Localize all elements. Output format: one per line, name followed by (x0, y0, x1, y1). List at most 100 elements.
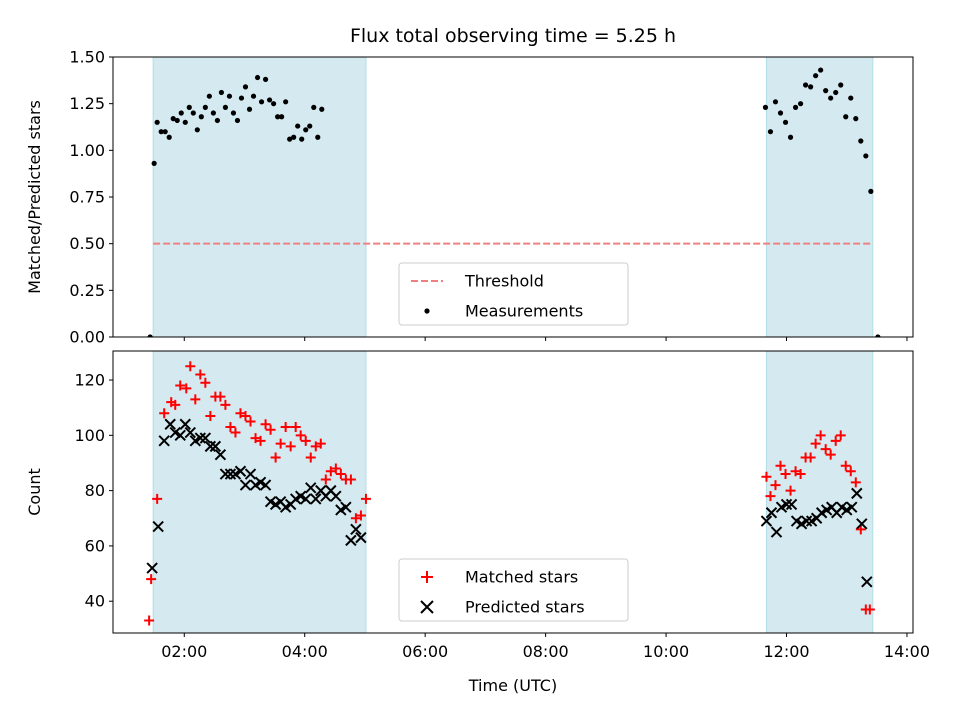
matched-stars-point (146, 574, 157, 585)
matched-stars-point (805, 452, 816, 463)
legend-label: Predicted stars (465, 598, 585, 617)
matched-stars-point (850, 477, 861, 488)
matched-stars-point (330, 463, 341, 474)
measurement-point (875, 334, 881, 337)
legend: Threshold Measurements (398, 262, 629, 326)
subplot-2: 40 60 80 100 120 02:00 04:00 06:00 08:00 10:00 12:… (25, 350, 930, 695)
predicted-stars-point (184, 426, 196, 439)
predicted-stars-point (239, 479, 252, 491)
matched-stars-point (360, 493, 371, 504)
predicted-stars-point (179, 418, 191, 430)
measurement-point (154, 119, 160, 125)
y-tick-label: 100 (74, 426, 105, 445)
measurement-point (162, 129, 168, 135)
predicted-stars-point (340, 501, 352, 513)
y-tick-label: 1.50 (69, 48, 105, 67)
subplot-1: 0.00 0.25 0.50 0.75 1.00 1.25 1.50 Matched/Pred… (25, 25, 914, 347)
measurement-point (158, 129, 164, 135)
measurement-point (772, 99, 779, 105)
predicted-stars-point (152, 520, 164, 533)
predicted-stars-point (330, 490, 342, 502)
predicted-stars-point (199, 432, 212, 444)
measurement-point (828, 95, 834, 101)
matched-stars-point (830, 435, 841, 446)
measurement-point (777, 110, 784, 116)
matched-stars-point (820, 444, 831, 455)
predicted-stars-point (780, 498, 793, 511)
y-tick-label: 0.50 (69, 234, 105, 253)
matched-stars-point (240, 410, 251, 421)
matched-stars-point (195, 369, 206, 380)
measurement-point (283, 99, 289, 105)
matched-stars-point (795, 469, 806, 480)
chart-title: Flux total observing time = 5.25 h (350, 25, 676, 47)
y-tick-label: 40 (85, 592, 105, 611)
predicted-stars-point (760, 515, 773, 527)
measurement-point (833, 89, 839, 96)
matched-stars-point (761, 471, 772, 482)
measurement-point (234, 117, 241, 124)
predicted-stars-point (259, 479, 272, 491)
measurement-point (210, 110, 216, 116)
matched-stars-point (780, 469, 791, 480)
matched-stars-point (765, 491, 776, 502)
predicted-stars-point (219, 468, 232, 480)
matched-stars-point (285, 441, 296, 452)
measurement-point (246, 106, 253, 112)
legend-predicted-swatch (420, 600, 434, 614)
x-tick-label: 04:00 (282, 642, 328, 661)
predicted-stars-point (300, 493, 312, 505)
measurement-point (787, 134, 794, 140)
measurement-point (838, 82, 844, 88)
matched-stars-point (170, 399, 181, 410)
matched-stars-point (230, 427, 241, 438)
measurement-point (287, 136, 293, 142)
measurement-point (250, 93, 257, 99)
observing-window-1 (153, 57, 366, 337)
measurement-point (222, 104, 229, 110)
matched-stars-point (275, 438, 286, 449)
matched-stars-point (144, 615, 155, 626)
matched-stars-point (300, 435, 311, 446)
predicted-stars-point (345, 534, 357, 547)
measurement-point (843, 114, 849, 120)
measurement-point (174, 117, 180, 124)
measurement-point (818, 67, 824, 73)
x-axis-label: Time (UTC) (468, 676, 557, 695)
predicted-stars-point (305, 482, 317, 494)
measurement-point (767, 129, 774, 135)
measurement-point (853, 116, 859, 122)
predicted-stars-point (209, 440, 222, 453)
y-tick-label: 0.25 (69, 281, 105, 300)
measurement-point (311, 104, 317, 110)
predicted-stars-point (770, 526, 783, 538)
y-tick-label: 1.00 (69, 141, 105, 160)
matched-stars-point (770, 480, 781, 491)
matched-stars-point (260, 419, 271, 430)
matched-stars-point (235, 408, 246, 419)
measurement-point (266, 97, 273, 103)
measurement-point (186, 104, 192, 110)
matched-stars-point (845, 466, 856, 477)
measurement-point (170, 116, 176, 122)
matched-stars-point (785, 485, 796, 496)
predicted-stars-point (164, 418, 176, 430)
measurement-point (295, 123, 301, 129)
measurement-point (230, 110, 237, 116)
data-points (147, 67, 881, 337)
matched-stars-point (840, 460, 851, 471)
matched-stars-point (775, 460, 786, 471)
legend-label: Matched stars (465, 568, 578, 587)
predicted-stars-point (765, 507, 778, 519)
predicted-stars-point (224, 468, 237, 480)
matched-stars-point (181, 383, 192, 394)
measurement-point (166, 134, 172, 140)
matched-stars-point (185, 361, 196, 372)
matched-stars-point (245, 416, 256, 427)
legend-label: Threshold (464, 272, 544, 291)
matched-stars-point (325, 466, 336, 477)
measurement-point (226, 93, 233, 99)
matched-stars-point (159, 408, 170, 419)
measurement-point (258, 99, 265, 105)
